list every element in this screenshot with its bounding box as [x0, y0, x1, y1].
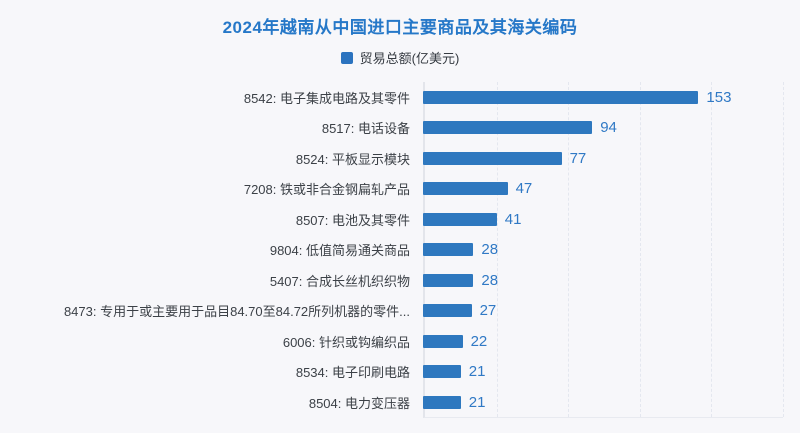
bar-row: 8473: 专用于或主要用于品目84.70至84.72所列机器的零件... 27 [0, 296, 800, 327]
value-label: 28 [481, 241, 499, 259]
bar [423, 182, 508, 196]
bar [423, 151, 562, 165]
category-label: 8507: 电池及其零件 [295, 212, 410, 228]
category-label: 8542: 电子集成电路及其零件 [243, 90, 410, 106]
category-label: 6006: 针织或钩编织品 [282, 334, 410, 350]
bar [423, 395, 461, 409]
gridline [639, 82, 641, 417]
bar [423, 121, 593, 135]
bar-track: 28 [423, 241, 783, 259]
value-label: 94 [600, 119, 617, 137]
category-label: 8524: 平板显示模块 [295, 151, 410, 167]
bar-row: 8504: 电力变压器 21 [0, 387, 800, 418]
bar [423, 304, 472, 318]
category-label: 7208: 铁或非合金钢扁轧产品 [243, 182, 410, 198]
bar-track: 21 [423, 363, 783, 381]
value-label: 41 [504, 210, 522, 228]
bar-row: 8507: 电池及其零件 41 [0, 204, 800, 235]
bar [423, 273, 474, 287]
category-label: 9804: 低值简易通关商品 [269, 243, 410, 259]
category-label: 5407: 合成长丝机织织物 [269, 273, 410, 289]
category-label: 8534: 电子印刷电路 [295, 365, 410, 381]
bar-row: 9804: 低值简易通关商品 28 [0, 235, 800, 266]
value-label: 21 [468, 393, 486, 411]
value-label: 47 [515, 180, 533, 198]
gridline [568, 82, 570, 417]
bar-track: 41 [423, 210, 783, 228]
gridline [496, 82, 498, 417]
bar-track: 153 [423, 88, 783, 106]
category-label: 8517: 电话设备 [321, 121, 410, 137]
bar-row: 7208: 铁或非合金钢扁轧产品 47 [0, 174, 800, 205]
bar-track: 47 [423, 180, 783, 198]
gridline [711, 82, 713, 417]
bar [423, 365, 461, 379]
bar-track: 21 [423, 393, 783, 411]
legend: 贸易总额(亿美元) [0, 48, 800, 67]
gridline [783, 82, 784, 417]
plot-area: 8542: 电子集成电路及其零件 153 8517: 电话设备 94 8524: 平板显… [0, 82, 800, 418]
bar [423, 212, 497, 226]
legend-square-icon [340, 51, 353, 64]
value-label: 28 [481, 271, 499, 289]
bar [423, 243, 474, 257]
bar-track: 22 [423, 332, 783, 350]
value-label: 21 [468, 363, 486, 381]
bar-row: 6006: 针织或钩编织品 22 [0, 326, 800, 357]
bar-track: 77 [423, 149, 783, 167]
value-label: 27 [479, 302, 497, 320]
bar-track: 27 [423, 302, 783, 320]
category-label: 8473: 专用于或主要用于品目84.70至84.72所列机器的零件... [63, 304, 410, 320]
bar [423, 90, 699, 104]
bar-row: 8542: 电子集成电路及其零件 153 [0, 82, 800, 113]
legend-label: 贸易总额(亿美元) [359, 51, 460, 66]
bar-row: 8534: 电子印刷电路 21 [0, 357, 800, 388]
bar-track: 28 [423, 271, 783, 289]
value-label: 22 [470, 332, 488, 350]
value-label: 77 [569, 149, 587, 167]
category-label: 8504: 电力变压器 [308, 395, 410, 411]
bar-track: 94 [423, 119, 783, 137]
bar [423, 334, 463, 348]
bar-row: 8517: 电话设备 94 [0, 113, 800, 144]
bar-row: 5407: 合成长丝机织织物 28 [0, 265, 800, 296]
bar-row: 8524: 平板显示模块 77 [0, 143, 800, 174]
bar-rows: 8542: 电子集成电路及其零件 153 8517: 电话设备 94 8524: 平板显… [0, 82, 800, 418]
chart-title: 2024年越南从中国进口主要商品及其海关编码 [222, 18, 578, 37]
value-label: 153 [706, 88, 732, 106]
